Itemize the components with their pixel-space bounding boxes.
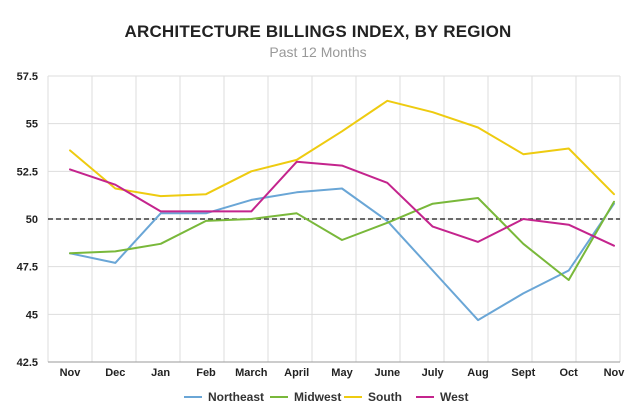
y-tick-label: 47.5: [17, 262, 38, 274]
chart-subtitle: Past 12 Months: [269, 44, 367, 60]
series-line-south: [69, 99, 615, 198]
series-line-northeast: [69, 187, 615, 322]
x-tick-label: April: [284, 367, 309, 379]
chart-title: ARCHITECTURE BILLINGS INDEX, BY REGION: [124, 22, 512, 41]
x-tick-label: July: [422, 367, 445, 379]
x-tick-label: Aug: [467, 367, 488, 379]
series-line-west: [69, 160, 615, 247]
y-tick-label: 57.5: [17, 71, 38, 83]
legend-label: South: [368, 390, 402, 404]
x-tick-label: Nov: [60, 367, 82, 379]
legend-label: West: [440, 390, 468, 404]
grid-lines: [47, 75, 621, 363]
y-tick-label: 55: [26, 119, 38, 131]
x-tick-label: Dec: [105, 367, 125, 379]
series-lines: [69, 99, 615, 322]
y-tick-label: 50: [26, 214, 38, 226]
x-axis-ticks: Nov Dec Jan Feb March April May June July Aug Sept…: [60, 367, 626, 379]
y-tick-label: 52.5: [17, 166, 38, 178]
y-axis-ticks: 57.5 55 52.5 50 47.5 45 42.5: [17, 71, 38, 369]
legend-label: Northeast: [208, 390, 264, 404]
y-tick-label: 42.5: [17, 357, 38, 369]
x-tick-label: Jan: [151, 367, 170, 379]
x-tick-label: May: [331, 367, 353, 379]
legend: Northeast Midwest South West: [184, 390, 468, 404]
x-tick-label: March: [235, 367, 268, 379]
x-tick-label: June: [374, 367, 400, 379]
x-tick-label: Oct: [559, 367, 578, 379]
x-tick-label: Feb: [196, 367, 216, 379]
series-line-midwest: [69, 197, 615, 281]
y-tick-label: 45: [26, 309, 38, 321]
x-tick-label: Nov: [604, 367, 626, 379]
legend-label: Midwest: [294, 390, 341, 404]
x-tick-label: Sept: [511, 367, 535, 379]
